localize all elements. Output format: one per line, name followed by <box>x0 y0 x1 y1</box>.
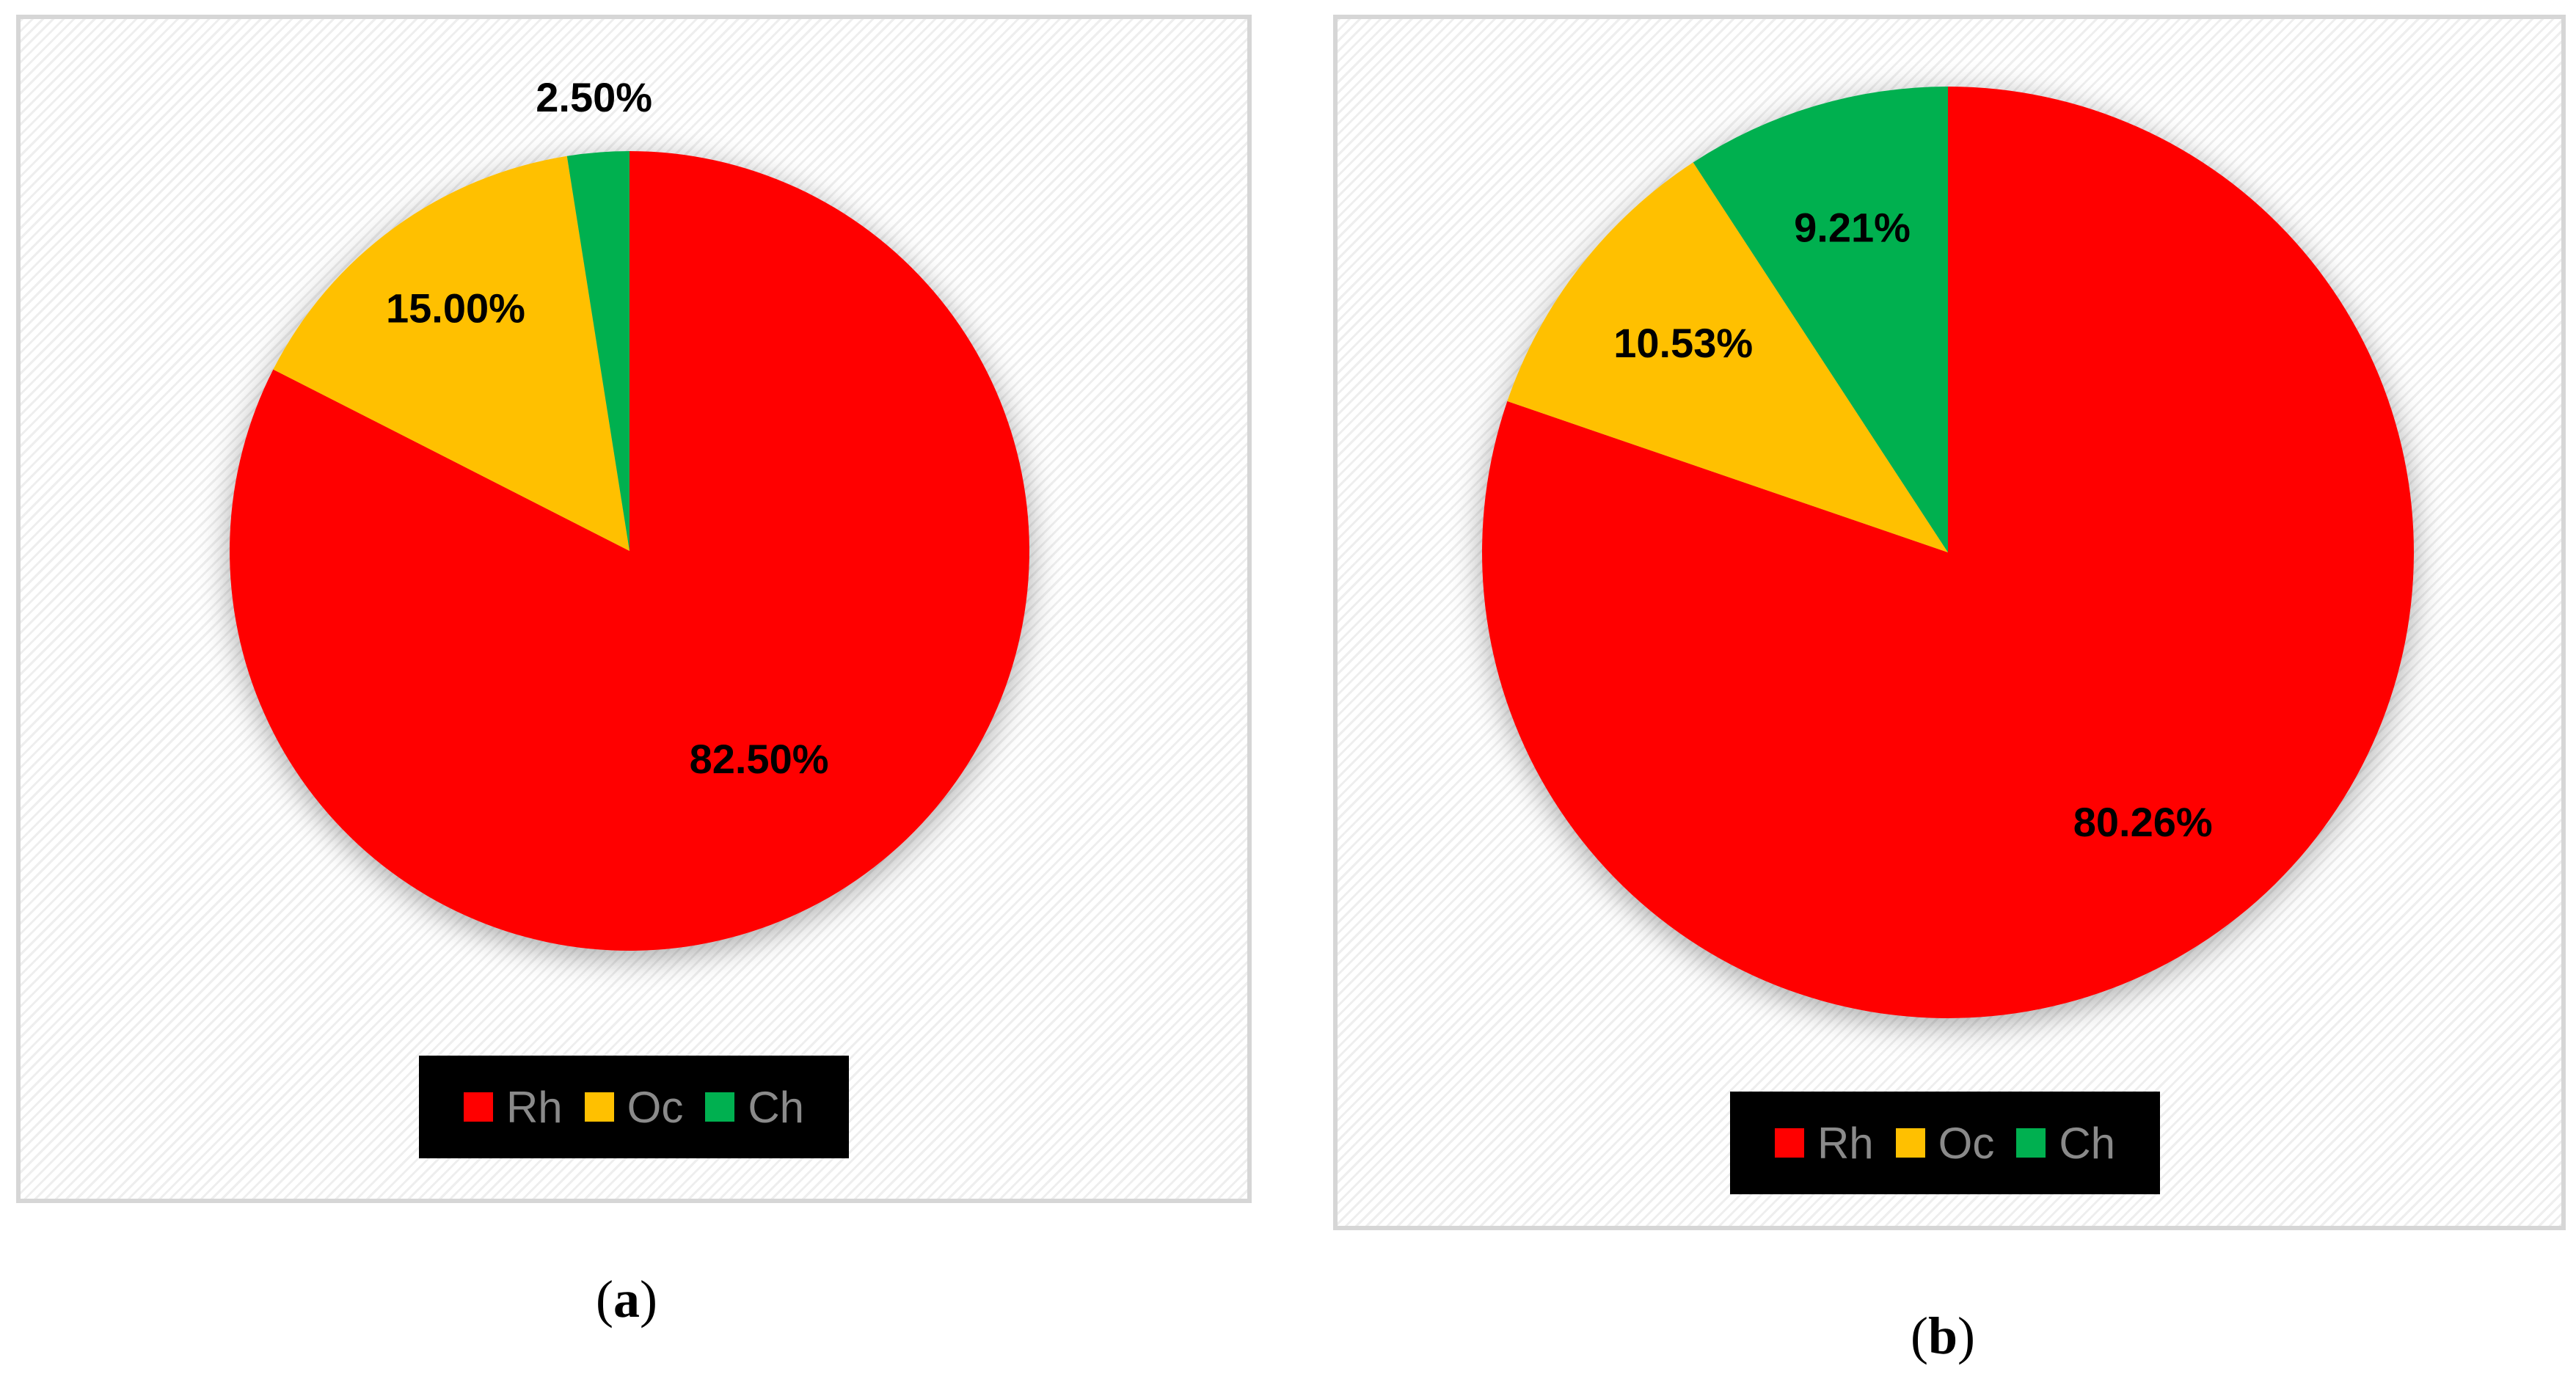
legend-label-rh: Rh <box>506 1082 563 1132</box>
data-label-ch: 2.50% <box>536 74 652 120</box>
legend-label-oc: Oc <box>1938 1118 1995 1168</box>
legend-swatch-oc <box>584 1092 614 1122</box>
legend-swatch-ch <box>705 1092 735 1122</box>
legend-item-rh: Rh <box>463 1082 563 1133</box>
legend-item-ch: Ch <box>705 1082 804 1133</box>
caption-b: (b) <box>1911 1306 1975 1367</box>
caption-b-close: ) <box>1957 1307 1976 1365</box>
pie-slice-rh <box>229 151 1029 951</box>
pie-slice-rh <box>1482 87 2414 1019</box>
caption-a-open: ( <box>596 1270 613 1329</box>
legend-label-ch: Ch <box>748 1082 805 1132</box>
pie-slice-oc <box>273 156 630 552</box>
legend-item-oc: Oc <box>584 1082 684 1133</box>
pie-slice-ch <box>1693 87 1948 552</box>
caption-b-open: ( <box>1911 1307 1928 1365</box>
caption-a-letter: a <box>613 1270 640 1329</box>
data-label-oc: 15.00% <box>386 285 525 332</box>
chart-legend-b: Rh Oc Ch <box>1730 1092 2160 1194</box>
pie-chart-a: 82.50% 15.00% 2.50% <box>229 74 1029 951</box>
legend-swatch-rh <box>463 1092 493 1122</box>
data-label-rh: 82.50% <box>690 736 829 782</box>
legend-swatch-rh <box>1774 1128 1804 1158</box>
pie-slice-ch <box>566 151 630 551</box>
legend-item-rh: Rh <box>1774 1118 1874 1169</box>
caption-a: (a) <box>596 1269 657 1330</box>
caption-b-letter: b <box>1927 1307 1958 1365</box>
legend-swatch-oc <box>1895 1128 1925 1158</box>
legend-item-ch: Ch <box>2016 1118 2115 1169</box>
data-label-rh: 80.26% <box>2073 799 2213 845</box>
pie-chart-b: 80.26% 10.53% 9.21% <box>1482 87 2414 1019</box>
legend-label-rh: Rh <box>1817 1118 1874 1168</box>
legend-item-oc: Oc <box>1895 1118 1995 1169</box>
legend-swatch-ch <box>2016 1128 2046 1158</box>
chart-legend-a: Rh Oc Ch <box>419 1056 849 1158</box>
chart-panel-a: 82.50% 15.00% 2.50% Rh Oc Ch <box>16 15 1252 1203</box>
caption-a-close: ) <box>639 1270 657 1329</box>
legend-label-ch: Ch <box>2059 1118 2116 1168</box>
legend-label-oc: Oc <box>627 1082 684 1132</box>
chart-panel-b: 80.26% 10.53% 9.21% Rh Oc Ch <box>1333 15 2566 1230</box>
pie-slice-oc <box>1507 162 1948 552</box>
data-label-ch: 9.21% <box>1794 205 1911 251</box>
data-label-oc: 10.53% <box>1613 320 1753 366</box>
